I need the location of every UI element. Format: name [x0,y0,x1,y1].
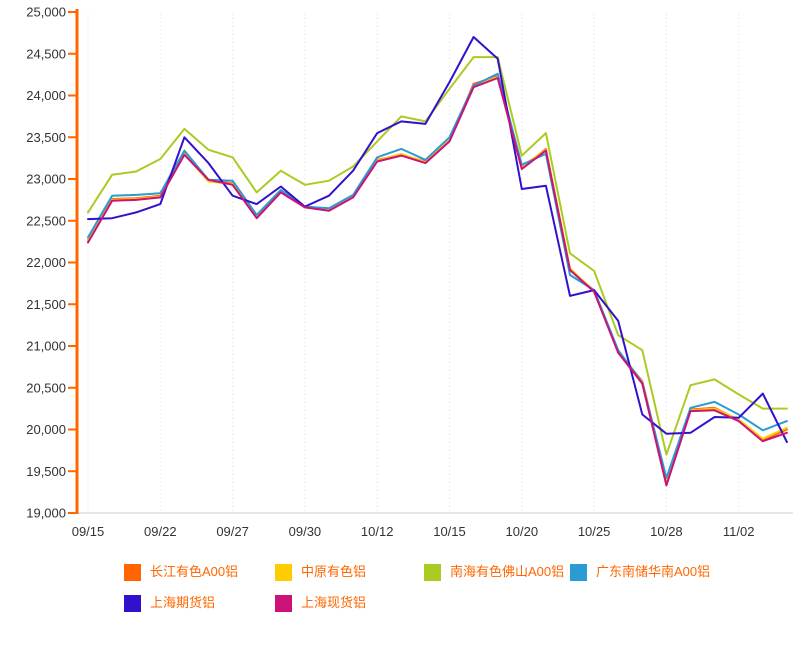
y-axis-label-24500: 24,500 [26,46,66,61]
series-line-nanhai-foshan-a00 [87,56,788,456]
legend-swatch-guangdong-nanchu-a00 [570,563,587,581]
legend-item-shanghai-spot[interactable]: 上海现货铝 [275,594,366,612]
series-line-shanghai-spot [87,77,788,487]
legend-item-shanghai-futures[interactable]: 上海期货铝 [124,594,215,612]
x-axis-label-10-15: 10/15 [433,524,466,539]
y-axis-label-22000: 22,000 [26,255,66,270]
legend-item-zhongyuan[interactable]: 中原有色铝 [275,563,366,581]
x-axis-label-09-22: 09/22 [144,524,177,539]
x-axis-label-10-12: 10/12 [361,524,394,539]
y-axis-label-23500: 23,500 [26,130,66,145]
x-axis-label-09-30: 09/30 [289,524,322,539]
y-axis-label-22500: 22,500 [26,213,66,228]
x-axis-label-11-02: 11/02 [723,524,755,539]
legend-label-shanghai-spot: 上海现货铝 [301,595,367,610]
x-axis-label-09-15: 09/15 [72,524,105,539]
x-axis-label-09-27: 09/27 [216,524,249,539]
legend-swatch-changjiang-a00 [124,563,141,581]
y-axis-label-24000: 24,000 [26,88,66,103]
series-line-shanghai-futures [87,36,788,443]
y-axis-label-19500: 19,500 [26,464,66,479]
legend-label-shanghai-futures: 上海期货铝 [150,595,216,610]
legend-label-changjiang-a00: 长江有色A00铝 [150,564,239,579]
y-axis-label-25000: 25,000 [26,5,66,20]
x-axis-label-10-20: 10/20 [506,524,539,539]
legend-swatch-nanhai-foshan-a00 [424,563,441,581]
legend-item-guangdong-nanchu-a00[interactable]: 广东南储华南A00铝 [570,563,710,581]
y-axis-label-19000: 19,000 [26,506,66,521]
series-line-guangdong-nanchu-a00 [87,72,788,479]
legend-swatch-zhongyuan [275,563,292,581]
legend-label-guangdong-nanchu-a00: 广东南储华南A00铝 [596,564,711,579]
y-axis-label-23000: 23,000 [26,172,66,187]
x-axis-label-10-25: 10/25 [578,524,611,539]
legend-swatch-shanghai-futures [124,594,141,612]
y-axis-label-20500: 20,500 [26,380,66,395]
legend-label-zhongyuan: 中原有色铝 [301,564,367,579]
y-axis-label-21000: 21,000 [26,339,66,354]
x-axis-label-10-28: 10/28 [650,524,683,539]
legend-label-nanhai-foshan-a00: 南海有色佛山A00铝 [450,564,565,579]
legend-item-changjiang-a00[interactable]: 长江有色A00铝 [124,563,238,581]
legend-item-nanhai-foshan-a00[interactable]: 南海有色佛山A00铝 [424,563,564,581]
y-axis-label-20000: 20,000 [26,422,66,437]
legend-swatch-shanghai-spot [275,594,292,612]
y-axis-label-21500: 21,500 [26,297,66,312]
